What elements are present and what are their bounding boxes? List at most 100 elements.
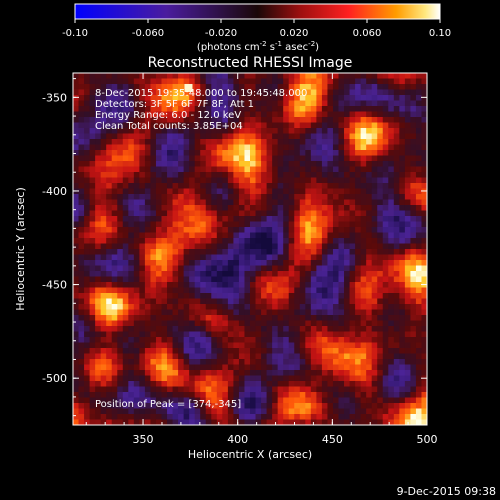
heatmap-cell <box>272 326 279 333</box>
heatmap-cell <box>316 166 323 173</box>
heatmap-cell <box>404 353 412 360</box>
heatmap-cell <box>155 84 163 91</box>
heatmap-cell <box>139 78 146 85</box>
heatmap-cell <box>100 238 107 245</box>
heatmap-cell <box>294 128 301 135</box>
heatmap-cell <box>266 144 273 151</box>
heatmap-cell <box>344 133 351 140</box>
heatmap-cell <box>421 304 427 311</box>
heatmap-cell <box>382 84 389 91</box>
heatmap-cell <box>172 183 179 190</box>
heatmap-cell <box>106 271 113 278</box>
heatmap-cell <box>255 243 262 250</box>
heatmap-cell <box>355 221 362 228</box>
heatmap-cell <box>222 100 229 107</box>
heatmap-cell <box>172 205 179 212</box>
heatmap-cell <box>349 315 356 322</box>
heatmap-cell <box>211 166 218 173</box>
heatmap-cell <box>238 348 246 355</box>
heatmap-cell <box>139 227 146 234</box>
heatmap-cell <box>255 381 262 388</box>
heatmap-cell <box>360 392 367 399</box>
heatmap-cell <box>205 381 212 388</box>
heatmap-cell <box>360 89 367 96</box>
heatmap-cell <box>410 78 417 85</box>
heatmap-cell <box>399 287 406 294</box>
heatmap-cell <box>117 166 124 173</box>
heatmap-cell <box>150 381 157 388</box>
heatmap-cell <box>305 232 312 239</box>
heatmap-cell <box>200 177 207 184</box>
heatmap-cell <box>183 199 190 206</box>
heatmap-cell <box>233 194 240 201</box>
heatmap-cell <box>299 117 306 124</box>
heatmap-cell <box>377 293 384 300</box>
heatmap-cell <box>388 243 395 250</box>
heatmap-cell <box>172 210 179 217</box>
heatmap-cell <box>144 216 152 223</box>
heatmap-cell <box>382 194 389 201</box>
heatmap-cell <box>255 364 262 371</box>
heatmap-cell <box>327 144 334 151</box>
heatmap-cell <box>299 293 306 300</box>
heatmap-cell <box>277 122 284 129</box>
heatmap-cell <box>233 161 240 168</box>
heatmap-cell <box>216 282 223 289</box>
heatmap-cell <box>161 122 168 129</box>
heatmap-cell <box>410 172 417 179</box>
heatmap-cell <box>95 221 102 228</box>
heatmap-cell <box>366 265 373 272</box>
heatmap-cell <box>139 254 146 261</box>
heatmap-cell <box>150 315 157 322</box>
heatmap-cell <box>183 414 190 421</box>
heatmap-cell <box>310 122 317 129</box>
heatmap-cell <box>161 293 168 300</box>
heatmap-cell <box>95 227 102 234</box>
heatmap-cell <box>371 117 378 124</box>
heatmap-cell <box>316 199 323 206</box>
heatmap-cell <box>299 298 306 305</box>
heatmap-cell <box>222 128 229 135</box>
heatmap-cell <box>205 227 212 234</box>
heatmap-cell <box>421 183 427 190</box>
heatmap-cell <box>310 73 317 80</box>
heatmap-cell <box>111 282 118 289</box>
heatmap-cell <box>178 139 185 146</box>
heatmap-cell <box>89 188 96 195</box>
heatmap-cell <box>261 287 268 294</box>
heatmap-cell <box>216 386 223 393</box>
heatmap-cell <box>355 309 362 316</box>
heatmap-cell <box>266 337 273 344</box>
heatmap-cell <box>117 238 124 245</box>
heatmap-cell <box>200 216 207 223</box>
heatmap-cell <box>310 161 317 168</box>
heatmap-cell <box>255 84 262 91</box>
heatmap-cell <box>310 337 317 344</box>
heatmap-cell <box>344 150 351 157</box>
heatmap-cell <box>128 100 135 107</box>
heatmap-cell <box>261 370 268 377</box>
heatmap-cell <box>255 111 262 118</box>
heatmap-cell <box>399 117 406 124</box>
heatmap-cell <box>399 331 406 338</box>
heatmap-cell <box>183 89 190 96</box>
heatmap-cell <box>73 100 80 107</box>
heatmap-cell <box>150 238 157 245</box>
heatmap-cell <box>349 309 356 316</box>
heatmap-cell <box>266 326 273 333</box>
heatmap-cell <box>155 271 163 278</box>
heatmap-cell <box>133 84 140 91</box>
heatmap-cell <box>421 414 427 421</box>
heatmap-cell <box>84 309 91 316</box>
heatmap-cell <box>172 392 179 399</box>
heatmap-cell <box>316 216 323 223</box>
heatmap-cell <box>272 150 279 157</box>
heatmap-cell <box>100 166 107 173</box>
heatmap-cell <box>122 100 129 107</box>
heatmap-cell <box>211 227 218 234</box>
heatmap-cell <box>183 282 190 289</box>
heatmap-cell <box>393 293 400 300</box>
heatmap-cell <box>84 265 91 272</box>
heatmap-cell <box>227 243 235 250</box>
heatmap-cell <box>155 150 163 157</box>
